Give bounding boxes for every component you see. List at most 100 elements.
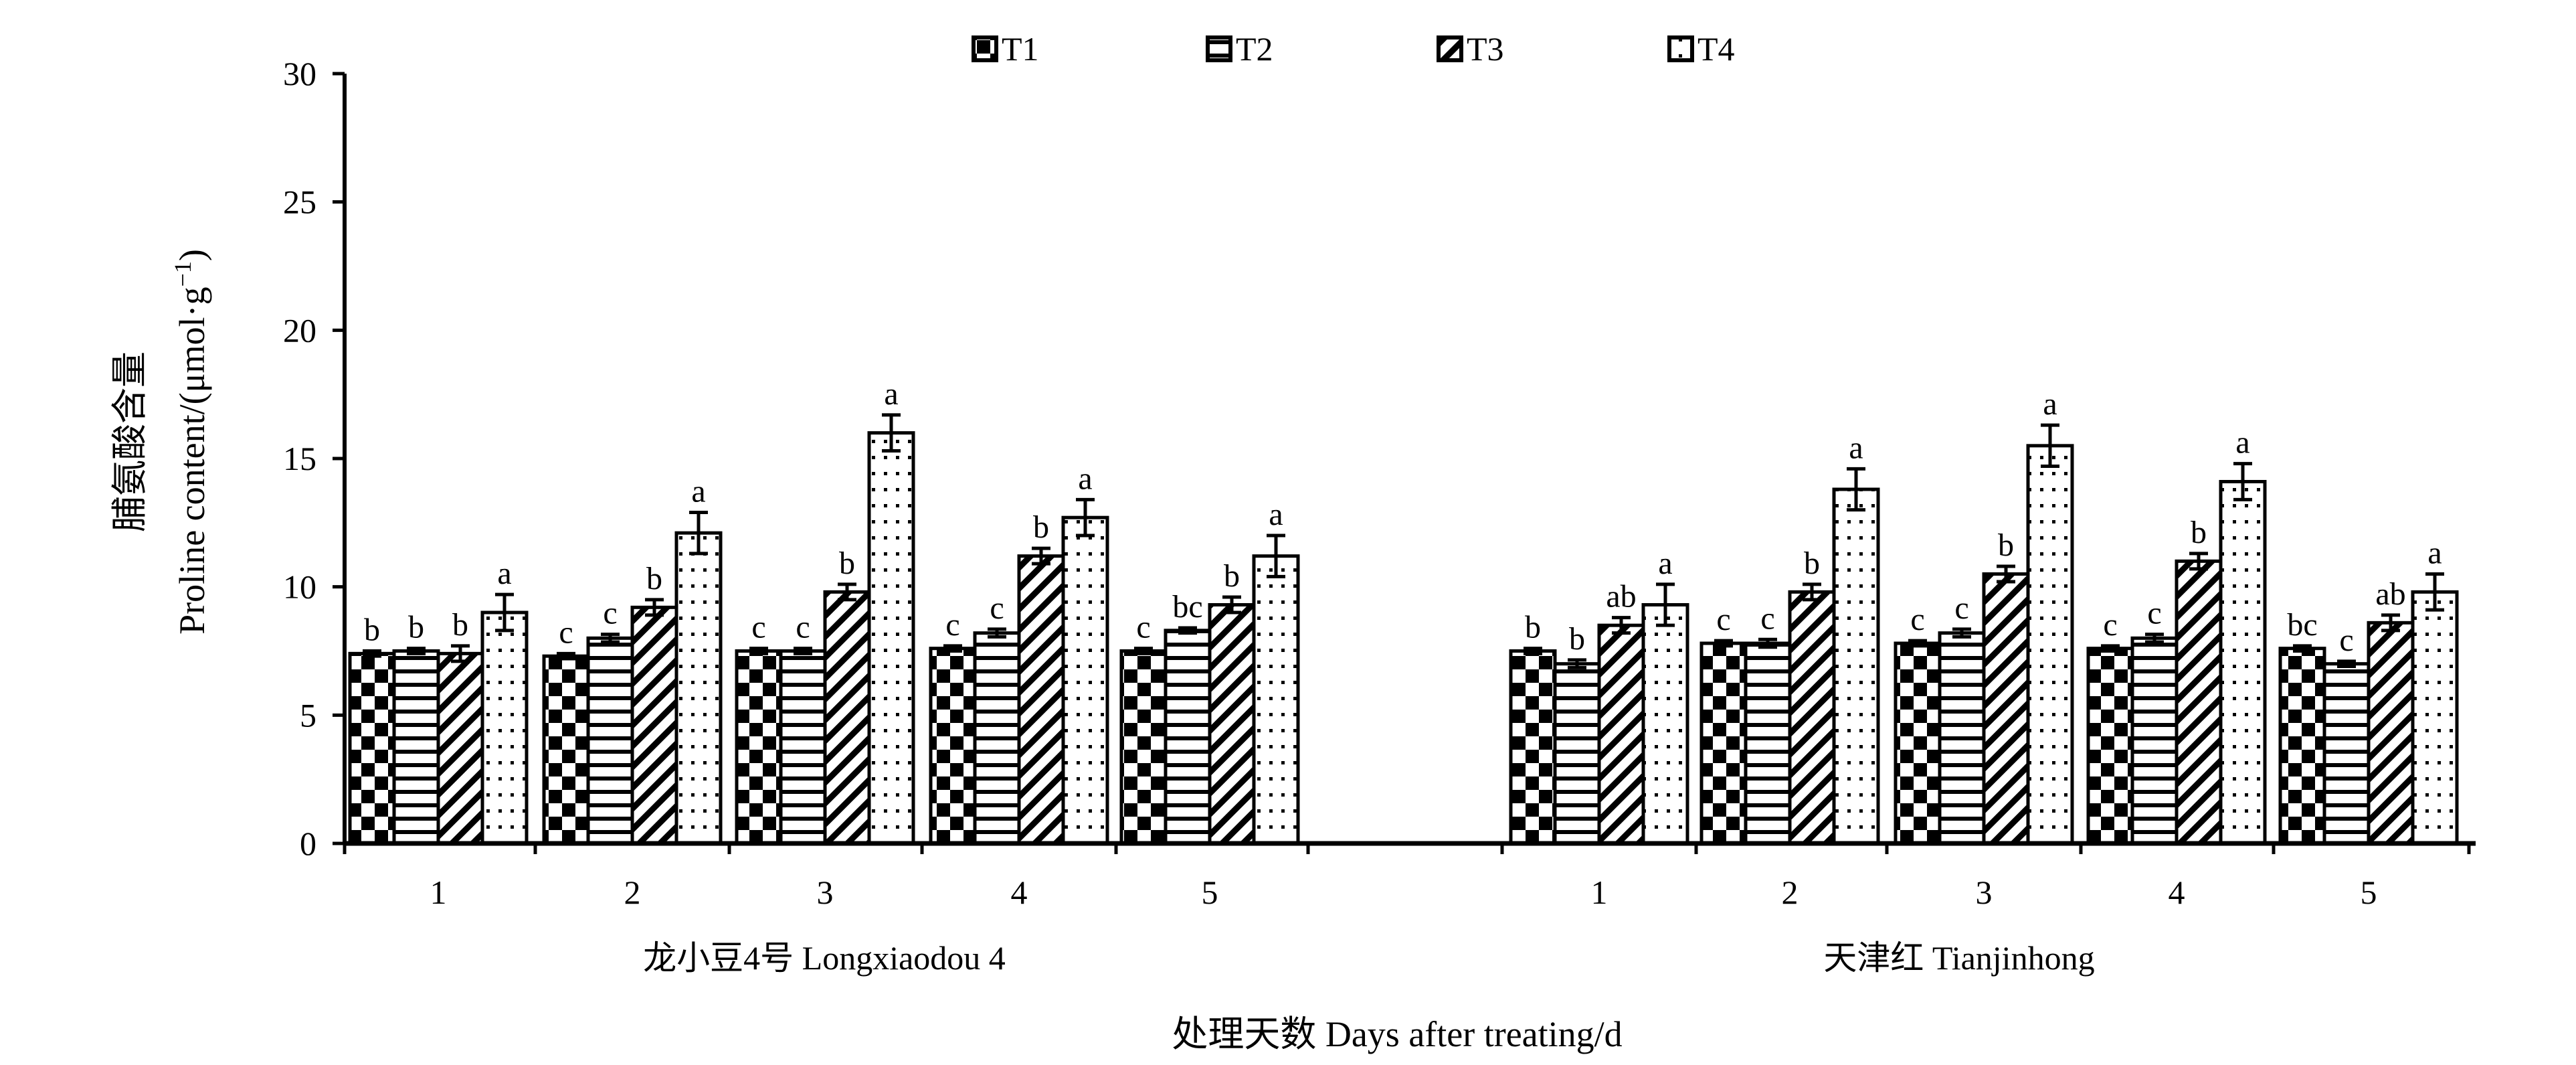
significance-letter: bc [2287,607,2317,643]
significance-letter: bc [1172,589,1202,625]
bar-t2 [1744,641,1792,845]
bar-t2 [2130,636,2179,845]
bar-t3 [1788,590,1836,845]
legend-swatch-t1 [972,35,998,62]
significance-letter: b [1033,509,1049,545]
y-axis-label-superscript: −1 [169,261,196,286]
significance-letter: b [646,561,662,596]
bar-t4 [674,531,723,845]
significance-letter: a [497,556,511,591]
group-label: 龙小豆4号 Longxiaodou 4 [643,939,1006,977]
significance-letter: c [1910,602,1924,637]
bar-t2 [779,649,827,845]
legend: T1 T2 T3 T4 [972,30,1735,68]
bar-t1 [2278,647,2326,845]
bar-t1 [1119,649,1168,845]
day-tick-label: 4 [1011,874,1028,911]
bar-t3 [1597,623,1645,845]
bar-t2 [392,649,440,845]
significance-letter: b [2191,515,2207,550]
y-tick-label: 20 [283,311,316,349]
bar-t4 [1641,603,1689,845]
significance-letter: b [452,607,468,643]
significance-letter: c [1136,610,1150,645]
bar-t1 [1894,641,1942,845]
legend-label: T2 [1236,30,1273,68]
bar-t3 [1208,603,1256,845]
significance-letter: a [2427,536,2442,571]
bar-t1 [2086,647,2134,845]
significance-letter: c [990,590,1004,626]
y-tick-label: 15 [283,440,316,477]
significance-letter: c [2147,596,2161,631]
bar-t4 [1252,554,1300,845]
bar-t1 [542,654,590,845]
y-axis-label-chinese: 脯氨酸含量 [110,351,150,532]
bar-t4 [2026,444,2074,845]
day-tick-label: 1 [1591,874,1608,911]
significance-letter: c [603,596,617,631]
bar-t1 [929,647,977,845]
bar-t3 [1017,554,1065,845]
significance-letter: c [1760,600,1774,636]
day-tick-label: 4 [2169,874,2185,911]
legend-swatch-t2 [1206,35,1232,62]
bar-t3 [1982,572,2030,845]
bar-t2 [973,631,1021,845]
significance-letter: a [1658,546,1672,581]
bar-t2 [2322,662,2371,845]
bar-t3 [823,590,871,845]
bar-t2 [1553,662,1601,845]
significance-letter: b [364,612,380,648]
bar-t3 [2175,559,2223,845]
y-axis-label-main: Proline content/(μmol·g [172,286,212,634]
y-axis-label-close: ) [172,249,212,261]
bar-t4 [1061,515,1109,845]
significance-letter: b [1998,527,2014,563]
significance-letter: b [1804,546,1820,581]
bar-t1 [735,649,783,845]
significance-letter: c [751,610,765,645]
y-tick-label: 0 [300,825,316,862]
day-tick-label: 2 [624,874,641,911]
significance-letter: c [2339,623,2353,658]
significance-letter: a [1078,461,1092,496]
significance-letter: b [408,610,424,645]
day-tick-label: 5 [1202,874,1218,911]
bar-t4 [2411,590,2459,845]
bar-t3 [2367,621,2415,845]
bar-t2 [1164,629,1212,845]
day-tick-label: 3 [1976,874,1993,911]
legend-label: T3 [1467,30,1504,68]
y-tick-label: 5 [300,696,316,734]
day-tick-label: 3 [817,874,834,911]
group-label: 天津红 Tianjinhong [1823,939,2094,977]
significance-letter: c [1716,602,1730,637]
significance-letter: a [884,376,898,412]
bar-t1 [348,651,396,845]
significance-letter: c [945,607,959,643]
significance-letter: b [1224,558,1240,594]
day-tick-label: 2 [1782,874,1799,911]
legend-label: T4 [1697,30,1735,68]
x-axis: 龙小豆4号 Longxiaodou 4 1 2 3 4 5 天津红 Tianjinhong 1… [343,841,2476,977]
significance-letter: a [2043,386,2057,422]
day-tick-label: 5 [2361,874,2377,911]
bar-t3 [630,605,678,845]
bar-t3 [436,651,484,845]
significance-letter: ab [2375,576,2405,612]
significance-letter: a [1849,430,1863,465]
significance-letter: c [796,610,810,645]
significance-letter: b [1569,621,1585,657]
bar-t2 [586,636,634,845]
bar-t4 [1832,487,1880,845]
y-tick-label: 10 [283,568,316,606]
y-axis-label-english: Proline content/(μmol·g−1) [169,249,212,635]
y-tick-label: 25 [283,183,316,221]
significance-letter: b [839,546,855,581]
significance-letter: c [559,615,573,650]
bar-t1 [1699,641,1748,845]
bar-t4 [867,431,915,845]
